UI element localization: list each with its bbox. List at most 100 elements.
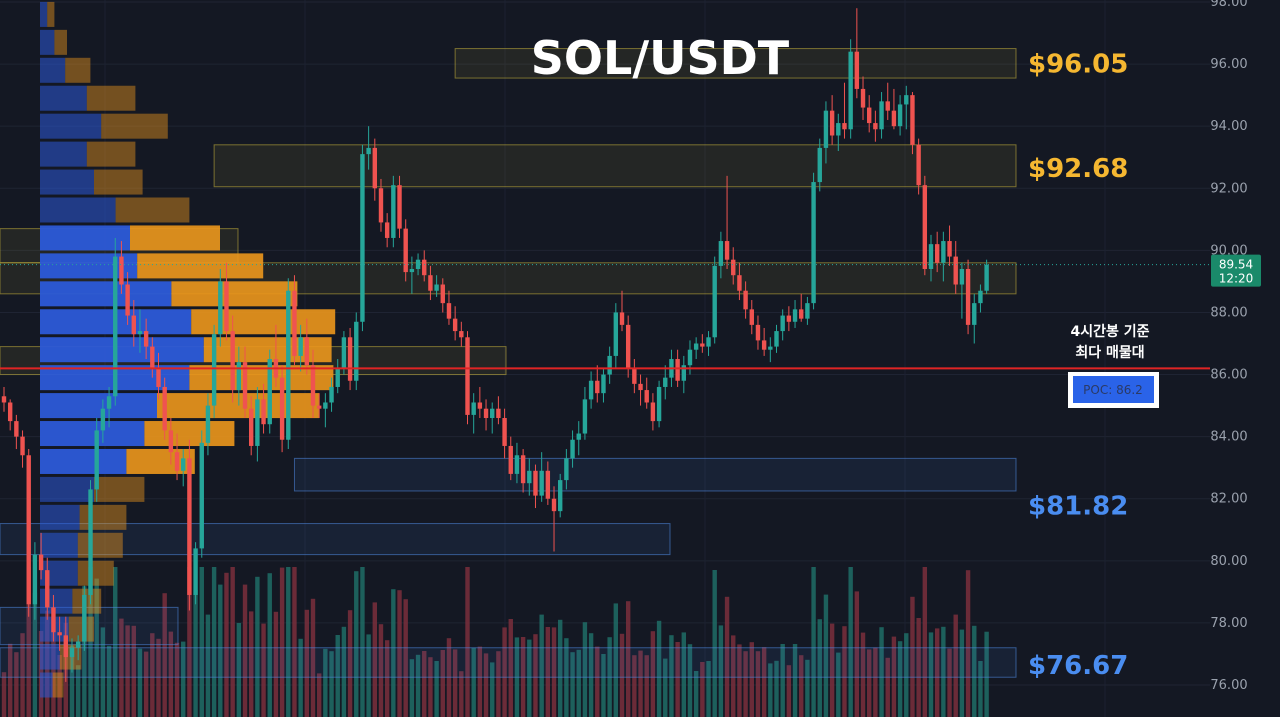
volume-bar (477, 646, 483, 717)
volume-bar (304, 609, 310, 717)
volume-bar (675, 642, 680, 717)
profile-sell-bar (203, 337, 332, 363)
volume-bar (415, 654, 421, 717)
chart-title: SOL/USDT (531, 31, 790, 85)
profile-sell-bar (101, 113, 168, 139)
candle-body (749, 309, 754, 325)
volume-bar (113, 567, 118, 717)
candle-body (347, 337, 353, 381)
candle-body (199, 442, 204, 549)
candle-body (181, 458, 186, 471)
profile-buy-bar (40, 504, 80, 530)
candle-body (761, 340, 767, 350)
volume-bar (100, 627, 106, 717)
candle-body (632, 368, 637, 384)
volume-bar (588, 633, 594, 717)
candle-body (218, 281, 223, 335)
volume-bar (193, 590, 198, 717)
volume-bar (372, 602, 377, 717)
candle-body (780, 315, 785, 332)
volume-bar (57, 655, 62, 717)
candle-body (63, 635, 68, 658)
volume-bar (20, 633, 25, 717)
candle-body (403, 228, 408, 273)
candle-body (174, 452, 180, 471)
candle-body (378, 188, 384, 223)
profile-sell-bar (68, 616, 94, 642)
volume-bar (972, 625, 977, 717)
volume-bar (860, 632, 866, 717)
volume-bar (836, 652, 841, 717)
poc-label: POC: 86.2 (1083, 383, 1143, 397)
candle-body (638, 383, 643, 391)
volume-bar (656, 620, 662, 717)
volume-bar (298, 638, 303, 717)
price-zone (213, 144, 1017, 188)
volume-bar (718, 625, 724, 717)
candle-body (792, 309, 798, 322)
volume-bar (168, 631, 174, 717)
candle-body (663, 377, 668, 387)
candle-body (156, 368, 161, 387)
candle-body (712, 265, 717, 338)
volume-bar (786, 665, 792, 717)
candle-body (681, 365, 686, 381)
candle-body (836, 123, 841, 136)
candle-body (397, 185, 402, 229)
volume-bar (26, 567, 31, 717)
volume-bar (619, 633, 625, 717)
volume-bar (273, 611, 279, 717)
candle-body (984, 264, 989, 291)
candle-body (193, 548, 198, 595)
volume-bar (978, 661, 983, 717)
candle-body (75, 641, 81, 648)
candle-body (7, 402, 13, 422)
candle-body (805, 303, 810, 319)
volume-bar (916, 618, 921, 717)
candle-body (341, 337, 347, 369)
y-tick-label: 90.00 (1210, 243, 1247, 258)
candle-body (737, 275, 742, 291)
volume-bar (366, 634, 371, 717)
volume-bar (792, 644, 798, 717)
price-zone (454, 48, 1017, 79)
volume-bar (551, 627, 557, 717)
profile-sell-bar (77, 560, 114, 586)
candle-body (520, 455, 526, 484)
candle-body (755, 324, 761, 341)
candle-body (570, 439, 575, 459)
candle-body (897, 104, 903, 127)
volume-bar (897, 641, 903, 717)
volume-bar (601, 654, 606, 717)
candle-body (743, 290, 748, 310)
candle-body (582, 399, 588, 434)
profile-buy-bar (40, 225, 130, 251)
volume-bar (143, 651, 149, 717)
volume-bar (255, 576, 260, 717)
volume-bar (75, 665, 81, 717)
volume-bar (799, 655, 804, 717)
last-price-countdown: 12:20 (1219, 272, 1254, 286)
candle-body (539, 470, 544, 496)
candle-body (446, 303, 452, 319)
annotation-line: 최다 매물대 (1075, 345, 1144, 361)
volume-bar (483, 653, 489, 717)
candle-body (891, 110, 897, 127)
volume-bar (805, 659, 810, 717)
candle-body (965, 268, 971, 325)
profile-buy-bar (40, 29, 55, 55)
y-tick-label: 98.00 (1210, 0, 1247, 10)
volume-bar (341, 626, 347, 717)
candle-body (551, 498, 557, 512)
candle-body (607, 355, 612, 375)
volume-bar (663, 658, 668, 717)
price-zone (0, 606, 179, 646)
candle-body (298, 337, 303, 356)
last-price-value: 89.54 (1219, 258, 1253, 272)
candle-body (304, 337, 310, 366)
profile-sell-bar (77, 532, 123, 558)
volume-bar (873, 647, 878, 717)
candle-body (718, 241, 724, 266)
profile-sell-bar (79, 504, 127, 530)
volume-bar (755, 651, 761, 717)
